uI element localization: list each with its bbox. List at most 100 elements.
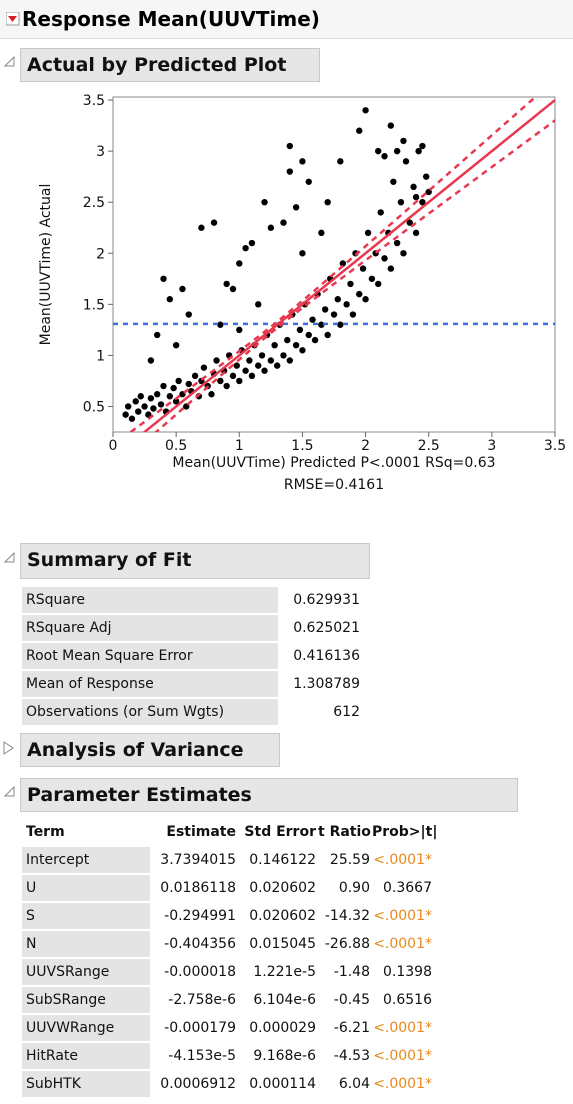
point (185, 380, 192, 388)
term-label: Intercept (22, 847, 150, 873)
point (299, 158, 306, 165)
point (318, 321, 325, 328)
point (141, 403, 148, 410)
term-label: UUVSRange (22, 959, 150, 985)
point (368, 275, 376, 282)
red-menu-icon[interactable] (6, 12, 20, 26)
term-label: HitRate (22, 1043, 150, 1069)
point (375, 147, 382, 155)
point (280, 352, 287, 359)
y-tick-label: 1 (96, 348, 105, 364)
point (337, 158, 344, 165)
x-tick-label: 2.5 (418, 438, 440, 454)
point (356, 290, 363, 298)
disclosure-icon[interactable] (4, 552, 16, 564)
disclosure-icon[interactable] (4, 56, 16, 68)
point (271, 341, 278, 349)
point (362, 107, 369, 114)
point (387, 265, 395, 272)
table-value: 0.90 (338, 880, 370, 896)
term-label: SubHTK (22, 1071, 150, 1097)
table-value: 0.146122 (249, 852, 316, 868)
title-bar: Response Mean(UUVTime) (0, 0, 573, 39)
x-tick-label: 1.5 (291, 438, 313, 454)
column-header: Estimate (166, 824, 236, 840)
summary-header[interactable]: Summary of Fit (20, 543, 370, 579)
point (236, 260, 243, 267)
plot-frame (112, 96, 556, 433)
point (128, 415, 136, 422)
point (284, 336, 291, 344)
point (419, 142, 426, 150)
summary-value: 0.416136 (293, 648, 360, 664)
term-label: N (22, 931, 150, 957)
point (393, 147, 401, 155)
point (122, 411, 129, 418)
term-label: UUVWRange (22, 1015, 150, 1041)
column-header: Prob>|t| (372, 824, 438, 840)
summary-label: RSquare Adj (22, 615, 278, 641)
table-value: 0.020602 (249, 908, 316, 924)
point (255, 362, 262, 369)
y-tick-label: 3.5 (83, 93, 105, 109)
y-axis-label: Mean(UUVTime) Actual (38, 184, 54, 346)
point (236, 326, 243, 334)
point (248, 239, 256, 247)
x-tick-label: 3 (487, 438, 496, 454)
point (213, 357, 220, 364)
table-value: <.0001* (373, 852, 432, 868)
table-value: <.0001* (373, 936, 432, 952)
x-tick-label: 3.5 (544, 438, 566, 454)
x-axis-label: Mean(UUVTime) Predicted P<.0001 RSq=0.63 (172, 455, 495, 471)
table-value: -0.45 (333, 992, 370, 1008)
point (280, 219, 287, 226)
point (246, 357, 253, 364)
point (402, 158, 410, 165)
confidence-curve (128, 97, 538, 432)
point (286, 142, 293, 150)
point (217, 377, 224, 385)
term-label: U (22, 875, 150, 901)
table-value: <.0001* (373, 1020, 432, 1036)
point (339, 260, 347, 267)
point (242, 367, 249, 374)
disclosure-icon[interactable] (4, 786, 16, 798)
table-value: 0.015045 (249, 936, 316, 952)
point (375, 280, 382, 288)
point (160, 275, 167, 282)
point (400, 137, 407, 145)
column-header: Std Error (244, 824, 316, 840)
summary-value: 612 (333, 704, 360, 720)
y-tick-label: 2 (96, 246, 105, 262)
anova-header[interactable]: Analysis of Variance (20, 733, 280, 767)
point (387, 122, 395, 129)
point (198, 224, 205, 231)
point (292, 341, 300, 349)
y-tick-label: 0.5 (83, 399, 105, 415)
table-value: 0.0186118 (160, 880, 236, 896)
table-value: 9.168e-6 (253, 1048, 316, 1064)
point (412, 229, 420, 237)
point (397, 198, 405, 206)
point (208, 391, 215, 398)
point (233, 362, 240, 369)
point (381, 255, 388, 262)
point (412, 193, 420, 201)
summary-value: 0.625021 (293, 620, 360, 636)
point (166, 296, 174, 303)
point (223, 382, 230, 390)
plot-header[interactable]: Actual by Predicted Plot (20, 48, 320, 82)
summary-label: RSquare (22, 587, 278, 613)
disclosure-icon[interactable] (3, 741, 15, 755)
point (200, 364, 208, 371)
parameters-header[interactable]: Parameter Estimates (20, 778, 518, 812)
point (166, 393, 174, 400)
table-value: 0.000029 (249, 1020, 316, 1036)
point (330, 311, 338, 318)
point (236, 377, 243, 385)
point (337, 321, 344, 328)
x-tick-label: 1 (235, 438, 244, 454)
table-value: -1.48 (333, 964, 370, 980)
point (299, 347, 306, 354)
